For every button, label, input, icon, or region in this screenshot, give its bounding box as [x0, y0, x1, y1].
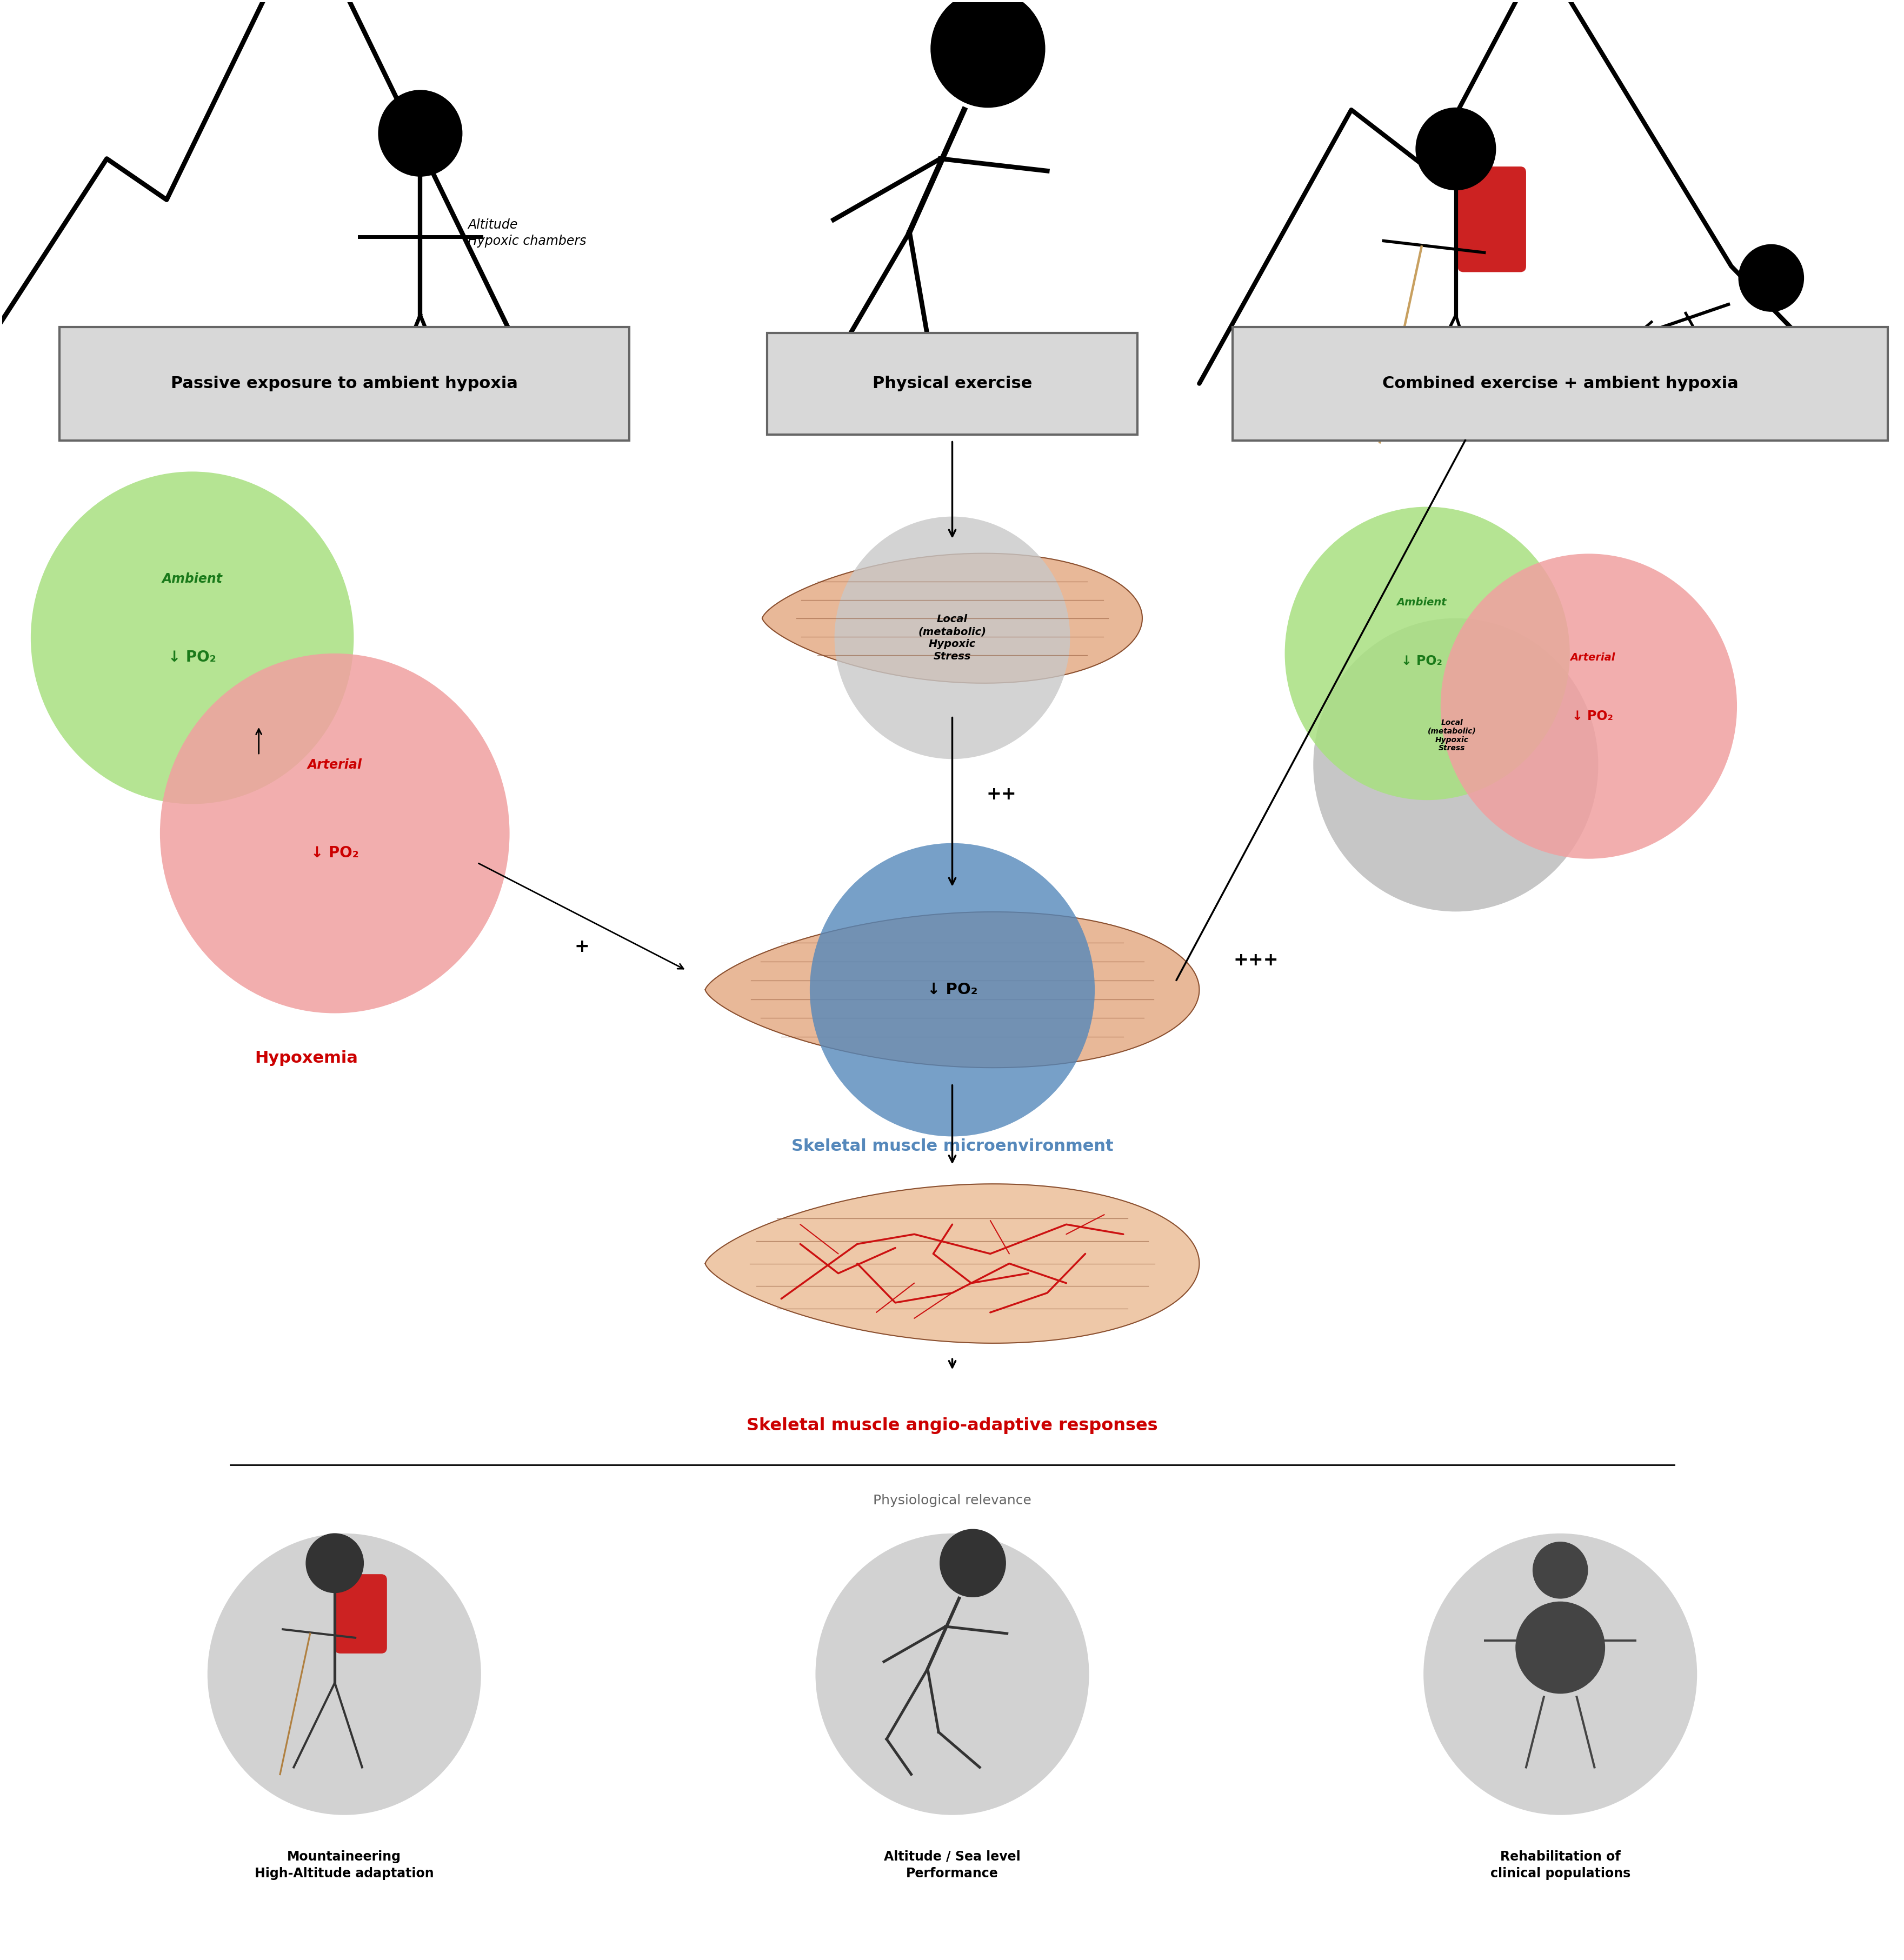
Circle shape — [1415, 108, 1495, 190]
Text: +++: +++ — [1234, 951, 1278, 970]
Text: ↓ PO₂: ↓ PO₂ — [310, 845, 358, 860]
FancyBboxPatch shape — [59, 327, 628, 441]
Text: ↓ PO₂: ↓ PO₂ — [927, 982, 977, 998]
FancyBboxPatch shape — [1457, 167, 1525, 272]
Circle shape — [815, 1533, 1089, 1815]
Circle shape — [307, 1533, 364, 1593]
Circle shape — [931, 0, 1045, 108]
Text: Combined exercise + ambient hypoxia: Combined exercise + ambient hypoxia — [1382, 376, 1738, 392]
Text: Arterial: Arterial — [307, 759, 362, 772]
Polygon shape — [762, 553, 1142, 684]
Text: Local
(metabolic)
Hypoxic
Stress: Local (metabolic) Hypoxic Stress — [1428, 719, 1476, 753]
Circle shape — [1738, 245, 1803, 312]
Text: Ambient: Ambient — [162, 572, 223, 586]
Polygon shape — [704, 1184, 1200, 1343]
Text: Altitude
Hypoxic chambers: Altitude Hypoxic chambers — [468, 218, 586, 247]
Text: Physical exercise: Physical exercise — [872, 376, 1032, 392]
Circle shape — [1285, 508, 1569, 800]
Text: Skeletal muscle angio-adaptive responses: Skeletal muscle angio-adaptive responses — [746, 1417, 1158, 1435]
Circle shape — [379, 90, 463, 176]
Text: +: + — [575, 937, 588, 956]
Circle shape — [941, 1529, 1005, 1597]
FancyBboxPatch shape — [767, 333, 1137, 435]
Circle shape — [1533, 1543, 1588, 1597]
Circle shape — [1439, 555, 1736, 858]
Circle shape — [30, 472, 354, 804]
Text: Physiological relevance: Physiological relevance — [872, 1494, 1032, 1507]
Ellipse shape — [1516, 1601, 1605, 1693]
Circle shape — [1314, 617, 1597, 911]
Text: ↓ PO₂: ↓ PO₂ — [168, 651, 217, 664]
Text: Skeletal muscle microenvironment: Skeletal muscle microenvironment — [790, 1139, 1114, 1154]
FancyBboxPatch shape — [335, 1574, 387, 1654]
Text: Passive exposure to ambient hypoxia: Passive exposure to ambient hypoxia — [171, 376, 518, 392]
Circle shape — [1422, 1533, 1696, 1815]
Circle shape — [160, 653, 510, 1013]
Text: Altitude / Sea level
Performance: Altitude / Sea level Performance — [883, 1850, 1021, 1880]
Text: Rehabilitation of
clinical populations: Rehabilitation of clinical populations — [1489, 1850, 1630, 1880]
Text: ↓ PO₂: ↓ PO₂ — [1571, 710, 1613, 723]
Text: Arterial: Arterial — [1569, 653, 1615, 662]
Circle shape — [834, 517, 1070, 759]
Text: Ambient: Ambient — [1396, 598, 1447, 608]
Circle shape — [208, 1533, 482, 1815]
Text: Hypoxemia: Hypoxemia — [255, 1051, 358, 1066]
Text: Mountaineering
High-Altitude adaptation: Mountaineering High-Altitude adaptation — [255, 1850, 434, 1880]
Text: Local
(metabolic)
Hypoxic
Stress: Local (metabolic) Hypoxic Stress — [918, 613, 986, 661]
FancyBboxPatch shape — [1232, 327, 1887, 441]
Circle shape — [809, 843, 1095, 1137]
Text: ++: ++ — [986, 786, 1017, 804]
Polygon shape — [704, 911, 1200, 1068]
Text: ↓ PO₂: ↓ PO₂ — [1401, 655, 1441, 668]
